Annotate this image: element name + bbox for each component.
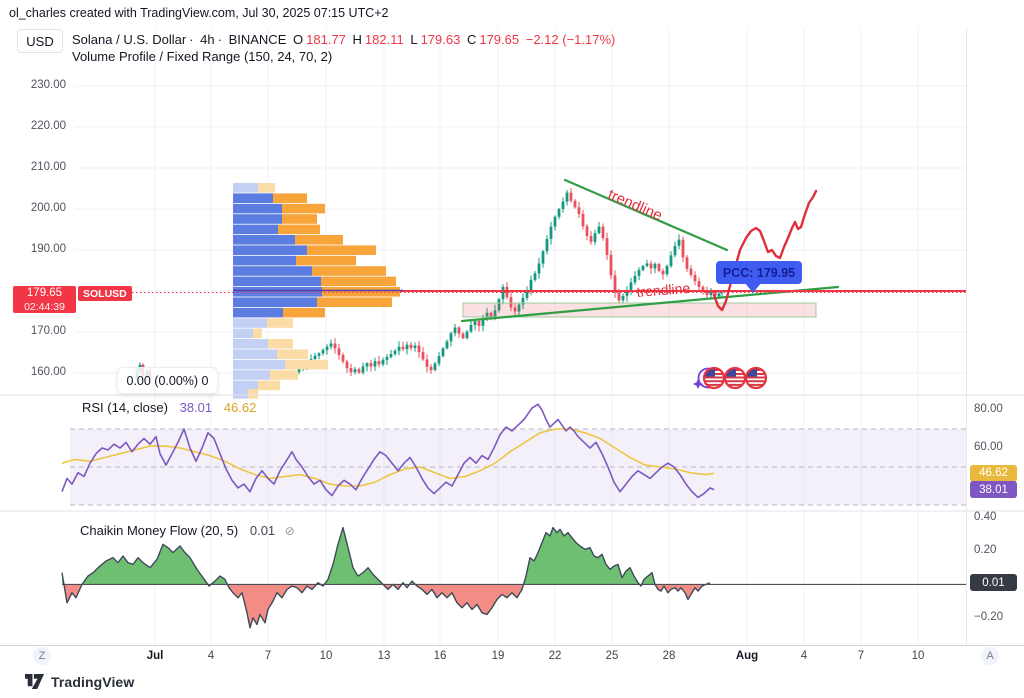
time-axis-label[interactable]: 4 xyxy=(207,650,215,662)
time-axis-label[interactable]: 19 xyxy=(491,650,505,662)
close-value: 179.65 xyxy=(479,32,520,47)
time-axis-label[interactable]: 7 xyxy=(264,650,272,662)
auto-scale-badge[interactable]: A xyxy=(981,647,999,665)
high-value: 182.11 xyxy=(364,32,404,47)
tradingview-footer-logo[interactable]: TradingView xyxy=(25,673,134,690)
us-flag-icon[interactable] xyxy=(703,367,726,389)
time-axis-label[interactable]: 7 xyxy=(857,650,865,662)
timezone-badge[interactable]: Z xyxy=(33,647,51,665)
time-axis-label[interactable]: 4 xyxy=(800,650,808,662)
tradingview-brand-text: TradingView xyxy=(51,673,135,690)
last-price: 179.65 xyxy=(26,287,63,299)
tradingview-logo-icon xyxy=(25,674,44,689)
price-axis-label[interactable]: 190.00 xyxy=(30,243,66,255)
data-window-tooltip: 0.00 (0.00%) 0 xyxy=(117,367,218,394)
cmf-axis-label[interactable]: 0.40 xyxy=(974,510,997,523)
time-axis-label[interactable]: 13 xyxy=(377,650,391,662)
attribution-text: ol_charles created with TradingView.com,… xyxy=(9,6,389,20)
symbol-name[interactable]: Solana / U.S. Dollar xyxy=(72,32,187,47)
symbol-price-tag: SOLUSD xyxy=(78,286,132,301)
exchange-label[interactable]: BINANCE xyxy=(228,32,287,47)
cmf-title[interactable]: Chaikin Money Flow (20, 5) xyxy=(80,523,239,538)
time-axis-label[interactable]: 10 xyxy=(319,650,333,662)
rsi-pane-title[interactable]: RSI (14, close) 38.01 46.62 xyxy=(82,400,256,415)
price-axis-label[interactable]: 160.00 xyxy=(30,366,66,378)
cmf-value: 0.01 xyxy=(249,523,276,538)
price-axis-label[interactable]: 200.00 xyxy=(30,202,66,214)
last-price-countdown-label: 179.65 02:44:39 xyxy=(13,286,76,313)
price-axis-label[interactable]: 210.00 xyxy=(30,161,66,173)
change-value: −2.12 (−1.17%) xyxy=(525,32,616,47)
time-axis-label[interactable]: 16 xyxy=(433,650,447,662)
low-value: 179.63 xyxy=(420,32,461,47)
mute-alerts-icon[interactable]: ⊘ xyxy=(284,524,295,538)
volume-profile-indicator-label[interactable]: Volume Profile / Fixed Range (150, 24, 7… xyxy=(72,49,333,64)
rsi-axis-label[interactable]: 60.00 xyxy=(974,441,1003,453)
time-axis-label[interactable]: 28 xyxy=(662,650,676,662)
time-axis-label[interactable]: 22 xyxy=(548,650,562,662)
rsi-value-badge[interactable]: 38.01 xyxy=(970,481,1017,499)
price-axis-label[interactable]: 230.00 xyxy=(30,79,66,91)
time-axis[interactable]: Jul 4 7 10 13 16 19 22 25 28 Aug 4 7 10 xyxy=(0,645,1024,667)
price-axis-label[interactable]: 170.00 xyxy=(30,325,66,337)
open-value: 181.77 xyxy=(306,32,346,47)
cmf-pane-title[interactable]: Chaikin Money Flow (20, 5) 0.01 ⊘ xyxy=(80,523,295,538)
currency-unit-chip[interactable]: USD xyxy=(17,29,63,53)
price-axis-label[interactable]: 220.00 xyxy=(30,120,66,132)
time-axis-label[interactable]: 25 xyxy=(605,650,619,662)
indicator-legend-row[interactable]: Volume Profile / Fixed Range (150, 24, 7… xyxy=(72,49,335,64)
cmf-value-badge[interactable]: 0.01 xyxy=(970,574,1017,592)
rsi-ma-value: 46.62 xyxy=(223,400,257,415)
pcc-price-label[interactable]: PCC: 179.95 xyxy=(716,261,802,284)
cmf-axis-label[interactable]: 0.20 xyxy=(974,544,997,556)
bar-countdown: 02:44:39 xyxy=(24,300,65,313)
time-axis-label[interactable]: 10 xyxy=(911,650,925,662)
interval-label[interactable]: 4h xyxy=(200,32,215,47)
rsi-axis-label[interactable]: 80.00 xyxy=(974,403,1003,415)
time-axis-label[interactable]: Aug xyxy=(735,650,759,662)
time-axis-label[interactable]: Jul xyxy=(146,650,164,662)
rsi-title[interactable]: RSI (14, close) xyxy=(82,400,168,415)
rsi-value-badge[interactable]: 46.62 xyxy=(970,464,1017,482)
symbol-legend-row[interactable]: Solana / U.S. Dollar · 4h · BINANCE O 181.7… xyxy=(72,32,616,47)
rsi-value: 38.01 xyxy=(179,400,213,415)
cmf-axis-label[interactable]: −0.20 xyxy=(974,610,1004,623)
pcc-label-pointer xyxy=(745,283,761,293)
